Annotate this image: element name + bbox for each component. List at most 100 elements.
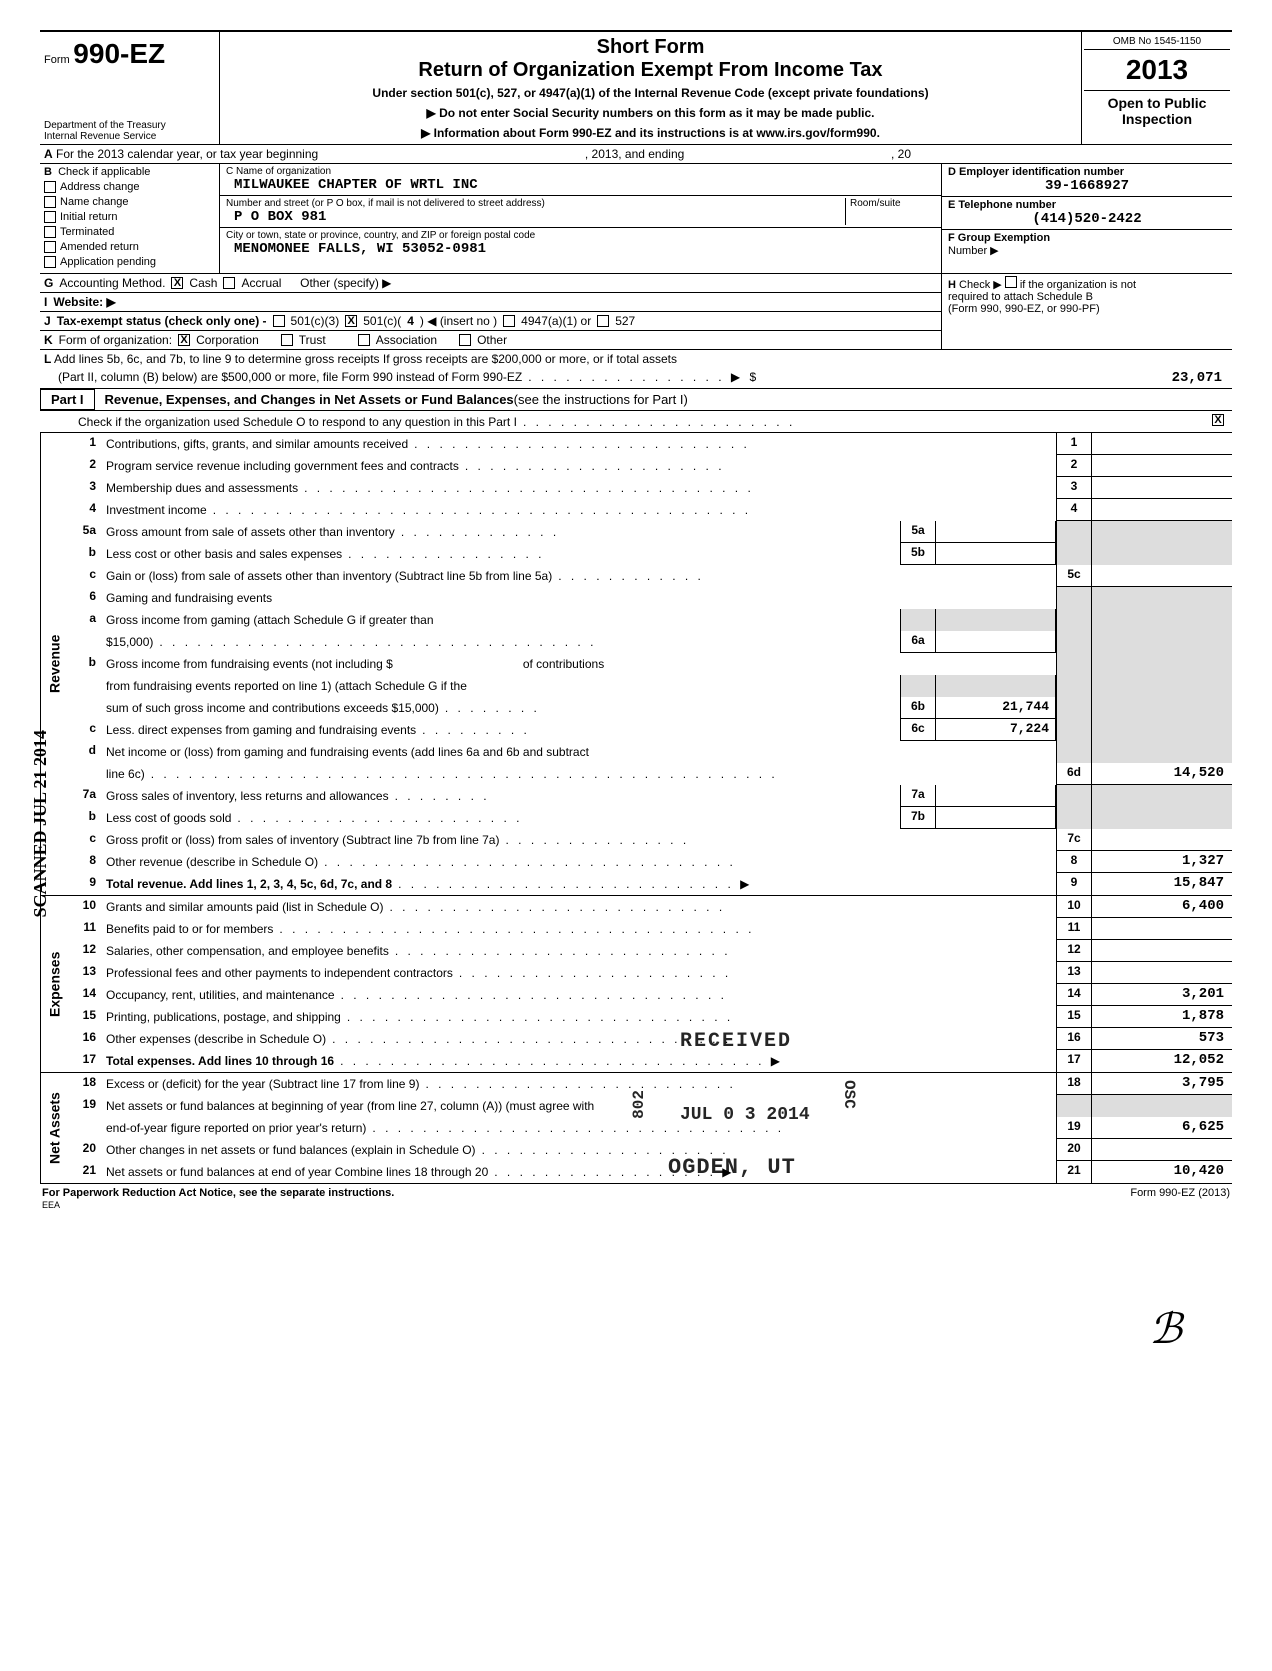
h-text3: required to attach Schedule B [948, 291, 1226, 303]
line-21: 21Net assets or fund balances at end of … [68, 1161, 1232, 1183]
line-18-amt: 3,795 [1092, 1073, 1232, 1095]
line-14: 14Occupancy, rent, utilities, and mainte… [68, 984, 1232, 1006]
b-check-if: Check if applicable [58, 166, 150, 178]
line-19-1: 19Net assets or fund balances at beginni… [68, 1095, 1232, 1117]
j-label: J [44, 314, 51, 328]
open-public: Open to Public Inspection [1084, 91, 1230, 131]
line-6d-text2: line 6c) [106, 767, 145, 781]
e-row: E Telephone number (414)520-2422 [942, 197, 1232, 230]
form-id-cell: Form 990-EZ Department of the Treasury I… [40, 32, 220, 144]
j-opt4: 527 [615, 314, 635, 328]
line-14-text: Occupancy, rent, utilities, and maintena… [106, 988, 335, 1002]
initial-mark: ℬ [1149, 1304, 1182, 1354]
line-6d-text1: Net income or (loss) from gaming and fun… [106, 745, 589, 759]
g-cash: Cash [189, 276, 217, 290]
inspection-text: Inspection [1084, 111, 1230, 127]
line-5a: 5aGross amount from sale of assets other… [68, 521, 1232, 543]
line-6b-3: sum of such gross income and contributio… [68, 697, 1232, 719]
line-7b: bLess cost of goods sold. . . . . . . . … [68, 807, 1232, 829]
c-name-value: MILWAUKEE CHAPTER OF WRTL INC [226, 177, 935, 193]
i-label: I [44, 295, 47, 309]
line-6b-amt: 21,744 [936, 697, 1056, 719]
form-page: Form 990-EZ Department of the Treasury I… [40, 30, 1232, 1214]
k-cb-assoc [358, 334, 370, 346]
line-19-text1: Net assets or fund balances at beginning… [106, 1099, 594, 1113]
g-cash-cb: X [171, 277, 183, 289]
col-b: B Check if applicable Address change Nam… [40, 164, 220, 273]
line-17-text: Total expenses. Add lines 10 through 16 [106, 1054, 334, 1068]
line-11: 11Benefits paid to or for members. . . .… [68, 918, 1232, 940]
g-accrual-cb [223, 277, 235, 289]
line-8-amt: 1,327 [1092, 851, 1232, 873]
line-5a-text: Gross amount from sale of assets other t… [106, 525, 395, 539]
j-cb1 [273, 315, 285, 327]
line-6b-text3: sum of such gross income and contributio… [106, 701, 439, 715]
j-opt1: 501(c)(3) [291, 314, 340, 328]
section-text: Under section 501(c), 527, or 4947(a)(1)… [230, 86, 1071, 100]
cb-name: Name change [44, 196, 215, 208]
line-2: 2Program service revenue including gover… [68, 455, 1232, 477]
j-cb4 [597, 315, 609, 327]
cb-pending: Application pending [44, 256, 215, 268]
line-20-text: Other changes in net assets or fund bala… [106, 1143, 476, 1157]
k-cb-trust [281, 334, 293, 346]
main-title: Return of Organization Exempt From Incom… [230, 59, 1071, 82]
line-6d-amt: 14,520 [1092, 763, 1232, 785]
line-18-text: Excess or (deficit) for the year (Subtra… [106, 1077, 419, 1091]
row-h-box: H Check ▶ if the organization is not req… [942, 274, 1232, 349]
line-6b-text2: from fundraising events reported on line… [106, 679, 467, 693]
line-9: 9Total revenue. Add lines 1, 2, 3, 4, 5c… [68, 873, 1232, 895]
l-amount: 23,071 [1098, 370, 1228, 386]
part1-subtitle: (see the instructions for Part I) [514, 392, 688, 407]
k-text: Form of organization: [59, 333, 172, 347]
row-l-2: (Part II, column (B) below) are $500,000… [40, 368, 1232, 389]
h-label: H [948, 279, 956, 291]
col-def: D Employer identification number 39-1668… [942, 164, 1232, 273]
footer-eea: EEA [42, 1200, 60, 1210]
f-number: Number ▶ [948, 244, 1226, 257]
line-15-text: Printing, publications, postage, and shi… [106, 1010, 341, 1024]
line-17-amt: 12,052 [1092, 1050, 1232, 1072]
year-cell: OMB No 1545-1150 2013 Open to Public Ins… [1082, 32, 1232, 144]
k-cb-other [459, 334, 471, 346]
e-label: E Telephone number [948, 199, 1226, 211]
line-6b-1: bGross income from fundraising events (n… [68, 653, 1232, 675]
row-gh: G Accounting Method. XCash Accrual Other… [40, 274, 1232, 349]
line-8-text: Other revenue (describe in Schedule O) [106, 855, 318, 869]
c-city-row: City or town, state or province, country… [220, 228, 941, 259]
line-a-text1: For the 2013 calendar year, or tax year … [56, 147, 318, 161]
line-6a-text2: $15,000) [106, 635, 153, 649]
form-number: 990-EZ [73, 38, 165, 69]
line-6a-text1: Gross income from gaming (attach Schedul… [106, 613, 434, 627]
line-6a-2: $15,000). . . . . . . . . . . . . . . . … [68, 631, 1232, 653]
line-19-amt: 6,625 [1092, 1117, 1232, 1139]
title-cell: Short Form Return of Organization Exempt… [220, 32, 1082, 144]
c-city-value: MENOMONEE FALLS, WI 53052-0981 [226, 241, 935, 257]
j-opt2-val: 4 [407, 314, 414, 328]
part1-check-cb: X [1212, 414, 1224, 426]
part1-check-text: Check if the organization used Schedule … [78, 415, 517, 429]
expenses-section: Expenses 10Grants and similar amounts pa… [40, 896, 1232, 1073]
part1-title: Revenue, Expenses, and Changes in Net As… [95, 392, 688, 407]
k-cb-corp: X [178, 334, 190, 346]
f-row: F Group Exemption Number ▶ [942, 230, 1232, 259]
l-text2: (Part II, column (B) below) are $500,000… [44, 370, 522, 386]
k-other: Other [477, 333, 507, 347]
expenses-label: Expenses [40, 896, 68, 1072]
c-street-label: Number and street (or P O box, if mail i… [226, 198, 845, 209]
col-c: C Name of organization MILWAUKEE CHAPTER… [220, 164, 942, 273]
revenue-label: Revenue [40, 433, 68, 895]
j-text: Tax-exempt status (check only one) - [57, 314, 267, 328]
l-dots: . . . . . . . . . . . . . . . . ▶ $ [522, 370, 1098, 386]
line-4-text: Investment income [106, 503, 207, 517]
cb-initial: Initial return [44, 211, 215, 223]
netassets-section: Net Assets 18Excess or (deficit) for the… [40, 1073, 1232, 1184]
c-name-row: C Name of organization MILWAUKEE CHAPTER… [220, 164, 941, 196]
line-1: 1Contributions, gifts, grants, and simil… [68, 433, 1232, 455]
line-a: A For the 2013 calendar year, or tax yea… [40, 145, 1232, 164]
line-12-text: Salaries, other compensation, and employ… [106, 944, 389, 958]
line-8: 8Other revenue (describe in Schedule O).… [68, 851, 1232, 873]
line-11-text: Benefits paid to or for members [106, 922, 273, 936]
g-text: Accounting Method. [59, 276, 165, 290]
line-9-text: Total revenue. Add lines 1, 2, 3, 4, 5c,… [106, 877, 392, 891]
